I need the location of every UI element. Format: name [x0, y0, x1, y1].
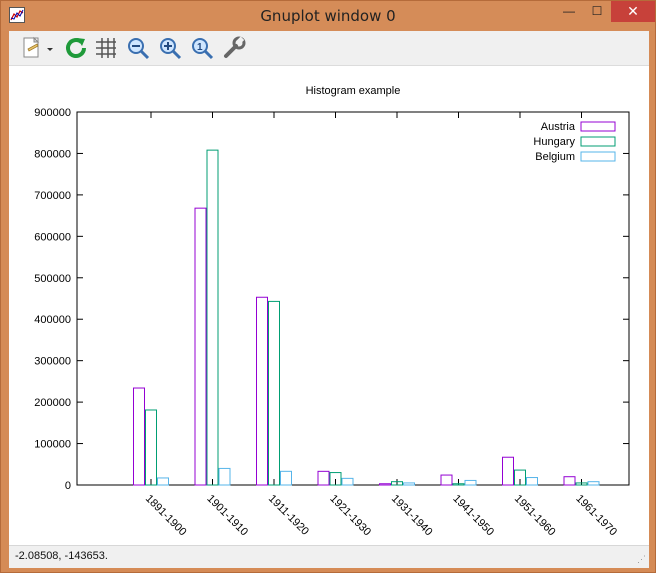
- toolbar: 1: [9, 31, 649, 66]
- zoom-next-icon[interactable]: [157, 35, 183, 61]
- legend-swatch: [580, 121, 616, 132]
- svg-text:1: 1: [197, 42, 203, 53]
- maximize-button[interactable]: ☐: [591, 4, 603, 18]
- legend-label: Austria: [541, 121, 576, 133]
- bar-belgium: [218, 467, 231, 486]
- y-axis: 0 100000 200000 300000 400000 500000 600000 700…: [34, 107, 629, 492]
- x-axis: 1891-1900 1901-1910 1911-1920 1921-1930 1931…: [143, 112, 619, 538]
- legend-label: Hungary: [533, 136, 575, 148]
- bar-belgium: [341, 477, 354, 486]
- y-tick-label: 500000: [34, 273, 71, 285]
- histogram-chart: Histogram example 0 100000 200000 300000 400…: [34, 85, 630, 538]
- x-tick-label: 1891-1900: [143, 493, 189, 539]
- zoom-previous-icon[interactable]: [125, 35, 151, 61]
- bar-hungary: [514, 469, 526, 486]
- y-tick-label: 600000: [34, 231, 71, 243]
- bars: [133, 149, 600, 486]
- y-tick-label: 400000: [34, 314, 71, 326]
- copy-print-icon[interactable]: [19, 35, 45, 61]
- y-tick-label: 100000: [34, 439, 71, 451]
- window-title: Gnuplot window 0: [260, 7, 396, 25]
- bar-austria: [194, 207, 207, 486]
- cursor-coordinates: -2.08508, -143653.: [15, 550, 108, 562]
- grid-icon[interactable]: [93, 35, 119, 61]
- close-button[interactable]: ✕: [611, 1, 655, 22]
- legend: Austria Hungary Belgium: [533, 121, 616, 163]
- bar-belgium: [587, 481, 600, 486]
- autoscale-icon[interactable]: 1: [189, 35, 215, 61]
- legend-swatch: [580, 151, 616, 162]
- x-tick-label: 1901-1910: [204, 493, 250, 539]
- bar-hungary: [206, 149, 219, 486]
- bar-austria: [133, 387, 145, 486]
- y-tick-label: 800000: [34, 148, 71, 160]
- bar-hungary: [268, 300, 280, 486]
- resize-grip-icon[interactable]: ⋰: [637, 554, 646, 564]
- replot-icon[interactable]: [63, 35, 89, 61]
- chart-title: Histogram example: [306, 85, 401, 97]
- bar-austria: [563, 476, 576, 486]
- bar-belgium: [526, 477, 538, 486]
- bar-belgium: [464, 479, 477, 486]
- bar-austria: [502, 456, 514, 486]
- x-tick-label: 1951-1960: [512, 493, 558, 539]
- legend-label: Belgium: [535, 151, 575, 163]
- bar-austria: [440, 474, 453, 486]
- bar-hungary: [145, 409, 157, 486]
- x-tick-label: 1941-1950: [450, 493, 496, 539]
- bar-hungary: [391, 481, 403, 486]
- y-tick-label: 700000: [34, 190, 71, 202]
- plot-frame: [76, 111, 630, 486]
- status-bar: -2.08508, -143653. ⋰: [9, 545, 649, 568]
- y-tick-label: 300000: [34, 356, 71, 368]
- y-tick-label: 200000: [34, 397, 71, 409]
- title-bar[interactable]: Gnuplot window 0 — ☐ ✕: [1, 1, 655, 31]
- client-area: 1 Histogram example 0 100000 200000 300000 4…: [9, 31, 649, 568]
- bar-austria: [256, 296, 268, 486]
- legend-swatch: [580, 136, 616, 147]
- bar-hungary: [329, 472, 342, 486]
- bar-belgium: [403, 482, 415, 486]
- x-tick-label: 1931-1940: [389, 493, 435, 539]
- gnuplot-app-icon[interactable]: [9, 7, 25, 23]
- bar-hungary: [575, 482, 588, 486]
- x-tick-label: 1961-1970: [573, 493, 619, 539]
- options-wrench-icon[interactable]: [221, 35, 247, 61]
- minimize-button[interactable]: —: [563, 4, 575, 18]
- x-tick-label: 1921-1930: [327, 493, 373, 539]
- x-tick-label: 1911-1920: [266, 493, 311, 538]
- y-tick-label: 0: [65, 480, 71, 492]
- bar-hungary: [452, 483, 465, 486]
- y-tick-label: 900000: [34, 107, 71, 119]
- bar-austria: [379, 483, 391, 486]
- plot-area[interactable]: Histogram example 0 100000 200000 300000 400…: [9, 66, 649, 545]
- dropdown-arrow-icon[interactable]: [45, 35, 55, 61]
- bar-belgium: [157, 477, 169, 486]
- bar-belgium: [280, 470, 292, 486]
- bar-austria: [317, 470, 330, 486]
